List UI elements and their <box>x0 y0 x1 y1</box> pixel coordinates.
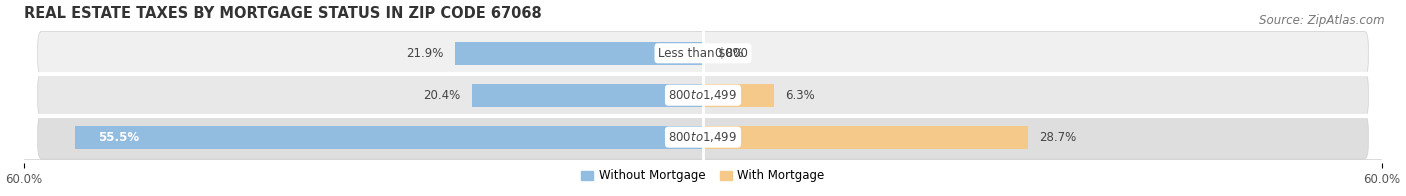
Bar <box>472 84 703 107</box>
Bar <box>703 84 775 107</box>
Bar <box>456 42 703 65</box>
Text: $800 to $1,499: $800 to $1,499 <box>668 88 738 102</box>
FancyBboxPatch shape <box>38 115 1368 159</box>
Text: REAL ESTATE TAXES BY MORTGAGE STATUS IN ZIP CODE 67068: REAL ESTATE TAXES BY MORTGAGE STATUS IN … <box>24 5 541 21</box>
Legend: Without Mortgage, With Mortgage: Without Mortgage, With Mortgage <box>576 165 830 187</box>
FancyBboxPatch shape <box>38 31 1368 75</box>
Bar <box>703 126 1028 149</box>
Text: Source: ZipAtlas.com: Source: ZipAtlas.com <box>1260 14 1385 27</box>
Text: 20.4%: 20.4% <box>423 89 461 102</box>
Bar <box>75 126 703 149</box>
Text: 55.5%: 55.5% <box>97 131 139 144</box>
Text: 28.7%: 28.7% <box>1039 131 1077 144</box>
Text: 0.0%: 0.0% <box>714 47 744 60</box>
Text: 21.9%: 21.9% <box>406 47 444 60</box>
Text: $800 to $1,499: $800 to $1,499 <box>668 130 738 144</box>
Text: Less than $800: Less than $800 <box>658 47 748 60</box>
Text: 6.3%: 6.3% <box>786 89 815 102</box>
FancyBboxPatch shape <box>38 73 1368 117</box>
